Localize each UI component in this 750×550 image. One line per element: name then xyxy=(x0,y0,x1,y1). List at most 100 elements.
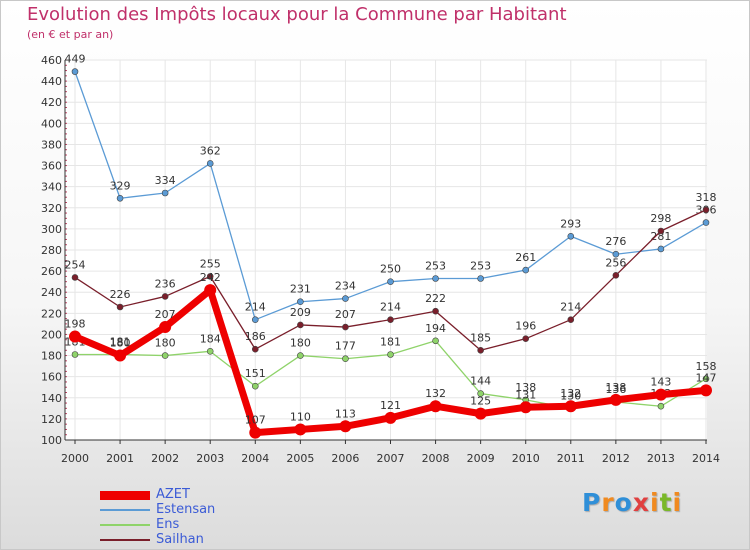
data-label-estensan: 293 xyxy=(560,217,581,230)
x-tick-label: 2008 xyxy=(422,452,450,465)
data-point-azet xyxy=(204,284,217,297)
y-tick-label: 120 xyxy=(41,413,62,426)
x-tick-label: 2006 xyxy=(331,452,359,465)
data-label-estensan: 214 xyxy=(245,301,266,314)
data-label-sailhan: 207 xyxy=(335,308,356,321)
data-label-sailhan: 209 xyxy=(290,306,311,319)
chart-legend: AZET Estensan Ens Sailhan xyxy=(100,487,300,547)
data-label-azet: 207 xyxy=(155,308,176,321)
logo-letter: P xyxy=(582,488,602,517)
x-tick-label: 2010 xyxy=(512,452,540,465)
data-label-estensan: 253 xyxy=(425,260,446,273)
y-tick-label: 180 xyxy=(41,350,62,363)
data-label-estensan: 253 xyxy=(470,260,491,273)
data-point-estensan xyxy=(387,278,394,285)
data-label-estensan: 281 xyxy=(650,230,671,243)
data-label-estensan: 234 xyxy=(335,280,356,293)
data-label-ens: 151 xyxy=(245,367,266,380)
data-point-azet xyxy=(114,349,127,362)
data-point-sailhan xyxy=(387,316,394,323)
logo-letter: o xyxy=(614,488,633,517)
data-label-estensan: 231 xyxy=(290,283,311,296)
proxiti-logo: Proxiti xyxy=(582,488,682,517)
y-tick-label: 460 xyxy=(41,54,62,67)
data-label-azet: 131 xyxy=(515,388,536,401)
data-label-ens: 194 xyxy=(425,322,446,335)
data-point-estensan xyxy=(567,232,575,240)
data-point-azet xyxy=(519,401,532,414)
data-label-sailhan: 318 xyxy=(696,191,717,204)
data-point-estensan xyxy=(297,298,304,306)
data-label-sailhan: 226 xyxy=(110,288,131,301)
y-tick-label: 380 xyxy=(41,138,62,151)
data-point-sailhan xyxy=(702,206,710,214)
data-label-azet: 138 xyxy=(605,381,626,394)
data-label-sailhan: 236 xyxy=(155,277,176,290)
data-point-azet xyxy=(474,407,487,420)
data-point-ens xyxy=(657,402,665,410)
data-point-azet xyxy=(249,426,262,439)
x-tick-label: 2009 xyxy=(467,452,495,465)
data-point-sailhan xyxy=(522,335,530,342)
data-label-azet: 198 xyxy=(65,318,86,331)
legend-item-sailhan: Sailhan xyxy=(100,532,300,547)
x-tick-label: 2014 xyxy=(692,452,720,465)
data-point-azet xyxy=(700,384,712,397)
data-point-ens xyxy=(161,352,169,359)
data-label-sailhan: 185 xyxy=(470,331,491,344)
legend-item-azet: AZET xyxy=(100,487,300,502)
legend-label-estensan: Estensan xyxy=(156,502,216,517)
y-tick-label: 400 xyxy=(41,117,62,130)
data-point-sailhan xyxy=(116,303,124,311)
data-point-azet xyxy=(384,411,397,424)
data-point-azet xyxy=(609,393,622,406)
data-point-sailhan xyxy=(657,227,665,235)
data-label-azet: 132 xyxy=(560,387,581,400)
data-point-estensan xyxy=(477,275,484,282)
data-label-sailhan: 255 xyxy=(200,257,221,270)
data-point-azet xyxy=(69,330,81,343)
chart-title: Evolution des Impôts locaux pour la Comm… xyxy=(27,4,567,25)
logo-letter: r xyxy=(601,488,615,517)
x-tick-label: 2003 xyxy=(196,452,224,465)
data-point-estensan xyxy=(432,275,439,282)
x-tick-label: 2005 xyxy=(286,452,314,465)
data-label-ens: 181 xyxy=(380,336,401,349)
data-label-sailhan: 298 xyxy=(650,212,671,225)
x-tick-label: 2007 xyxy=(377,452,405,465)
data-label-estensan: 261 xyxy=(515,251,536,264)
data-point-sailhan xyxy=(251,345,259,353)
data-point-sailhan xyxy=(432,307,439,315)
y-tick-label: 240 xyxy=(41,286,62,299)
data-point-ens xyxy=(342,355,349,363)
data-point-azet xyxy=(159,321,172,334)
data-point-sailhan xyxy=(477,346,484,354)
y-tick-label: 280 xyxy=(41,244,62,257)
data-point-estensan xyxy=(71,68,79,75)
x-tick-label: 2013 xyxy=(647,452,675,465)
data-point-ens xyxy=(387,351,394,358)
data-point-ens xyxy=(477,390,484,397)
data-label-azet: 242 xyxy=(200,271,221,284)
data-point-ens xyxy=(702,375,710,383)
data-point-ens xyxy=(71,351,79,358)
y-tick-label: 360 xyxy=(41,160,62,173)
data-label-azet: 113 xyxy=(335,407,356,420)
data-label-ens: 144 xyxy=(470,375,491,388)
y-tick-label: 200 xyxy=(41,328,62,341)
data-point-sailhan xyxy=(342,323,349,331)
data-point-estensan xyxy=(206,160,214,167)
data-label-estensan: 329 xyxy=(110,179,131,192)
data-point-ens xyxy=(297,352,304,359)
logo-letter: i xyxy=(672,488,683,517)
legend-item-ens: Ens xyxy=(100,517,300,532)
data-label-azet: 180 xyxy=(110,337,131,350)
data-label-azet: 110 xyxy=(290,410,311,423)
data-label-sailhan: 186 xyxy=(245,330,266,343)
legend-swatch-sailhan xyxy=(100,539,150,541)
data-label-estensan: 250 xyxy=(380,263,401,276)
data-label-ens: 130 xyxy=(560,389,581,402)
data-label-ens: 138 xyxy=(515,381,536,394)
data-label-ens: 181 xyxy=(110,336,131,349)
